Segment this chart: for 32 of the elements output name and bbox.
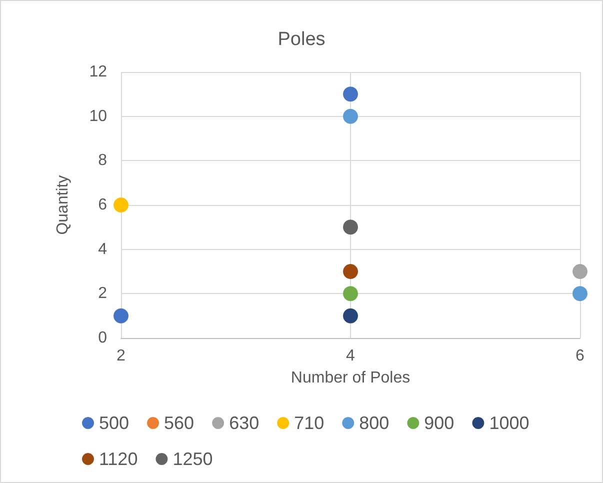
x-axis-title: Number of Poles <box>290 370 410 386</box>
y-tick-label: 6 <box>98 196 108 214</box>
y-tick-label: 2 <box>98 285 108 302</box>
y-tick-label: 12 <box>89 64 108 80</box>
point <box>114 308 128 324</box>
x-tick-label: 2 <box>116 348 126 364</box>
legend-label: 710 <box>294 413 324 433</box>
legend-label: 900 <box>424 413 454 433</box>
legend-label: 1120 <box>99 449 138 469</box>
point <box>343 308 358 324</box>
y-tick-label: 8 <box>98 152 108 170</box>
point <box>572 264 588 279</box>
point <box>343 286 358 302</box>
x-tick-label: 6 <box>576 348 585 364</box>
point <box>343 220 358 235</box>
y-tick-label: 0 <box>98 330 108 346</box>
y-tick-label: 4 <box>98 240 108 258</box>
point <box>343 86 358 102</box>
chart-title: Poles <box>278 29 326 50</box>
legend-label: 1250 <box>172 449 213 469</box>
legend-label: 1000 <box>489 413 530 433</box>
legend-label: 800 <box>359 413 390 433</box>
point <box>343 108 358 124</box>
y-axis-title: Quantity <box>54 175 72 235</box>
legend-label: 500 <box>99 413 130 433</box>
legend-label: 560 <box>164 413 194 433</box>
legend-label: 630 <box>229 413 260 433</box>
point <box>572 286 588 302</box>
x-tick-label: 4 <box>346 348 356 364</box>
point <box>114 198 128 212</box>
y-tick-label: 10 <box>89 108 108 125</box>
point <box>343 264 358 279</box>
